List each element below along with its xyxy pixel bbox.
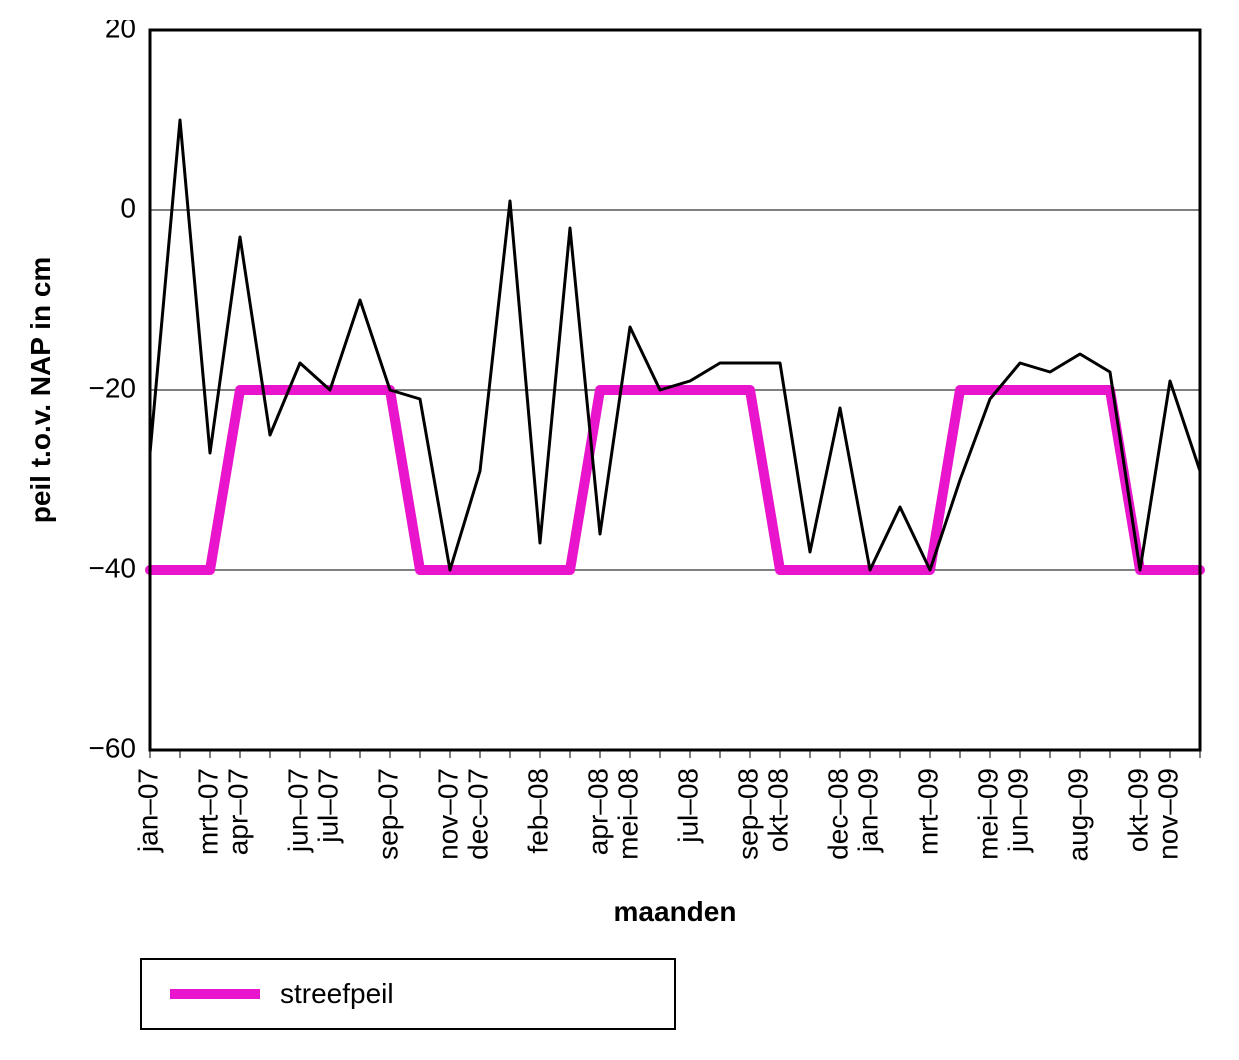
svg-text:dec–08: dec–08 [822,768,853,860]
svg-text:feb–08: feb–08 [522,768,553,854]
x-axis-label: maanden [150,896,1200,928]
svg-text:jan–09: jan–09 [852,768,883,853]
x-axis-label-text: maanden [614,896,737,927]
svg-text:mei–08: mei–08 [612,768,643,860]
svg-text:peil t.o.v. NAP in cm: peil t.o.v. NAP in cm [25,257,56,524]
svg-text:20: 20 [105,20,136,43]
svg-text:dec–07: dec–07 [462,768,493,860]
svg-text:mrt–09: mrt–09 [912,768,943,855]
legend-swatch-streefpeil [170,989,260,999]
svg-text:jun–09: jun–09 [1002,768,1033,853]
svg-text:sep–08: sep–08 [732,768,763,860]
svg-text:aug–09: aug–09 [1062,768,1093,861]
svg-text:apr–08: apr–08 [582,768,613,855]
svg-text:jul–08: jul–08 [672,768,703,844]
chart-container: 20 0 −20 −40 −60 peil t.o.v. NAP in cm jan–07 m… [20,20,1220,1040]
svg-text:0: 0 [120,192,136,223]
svg-text:jan–07: jan–07 [132,768,163,853]
svg-text:mei–09: mei–09 [972,768,1003,860]
svg-text:okt–09: okt–09 [1122,768,1153,852]
svg-text:sep–07: sep–07 [372,768,403,860]
svg-text:jun–07: jun–07 [282,768,313,853]
svg-text:jul–07: jul–07 [312,768,343,844]
svg-text:nov–09: nov–09 [1152,768,1183,860]
legend: streefpeil [140,958,676,1030]
svg-text:−40: −40 [89,552,137,583]
svg-text:nov–07: nov–07 [432,768,463,860]
svg-text:okt–08: okt–08 [762,768,793,852]
svg-text:−60: −60 [89,732,137,763]
legend-label-streefpeil: streefpeil [280,978,394,1010]
line-chart: 20 0 −20 −40 −60 peil t.o.v. NAP in cm jan–07 m… [20,20,1220,890]
svg-text:mrt–07: mrt–07 [192,768,223,855]
svg-text:apr–07: apr–07 [222,768,253,855]
svg-text:−20: −20 [89,372,137,403]
